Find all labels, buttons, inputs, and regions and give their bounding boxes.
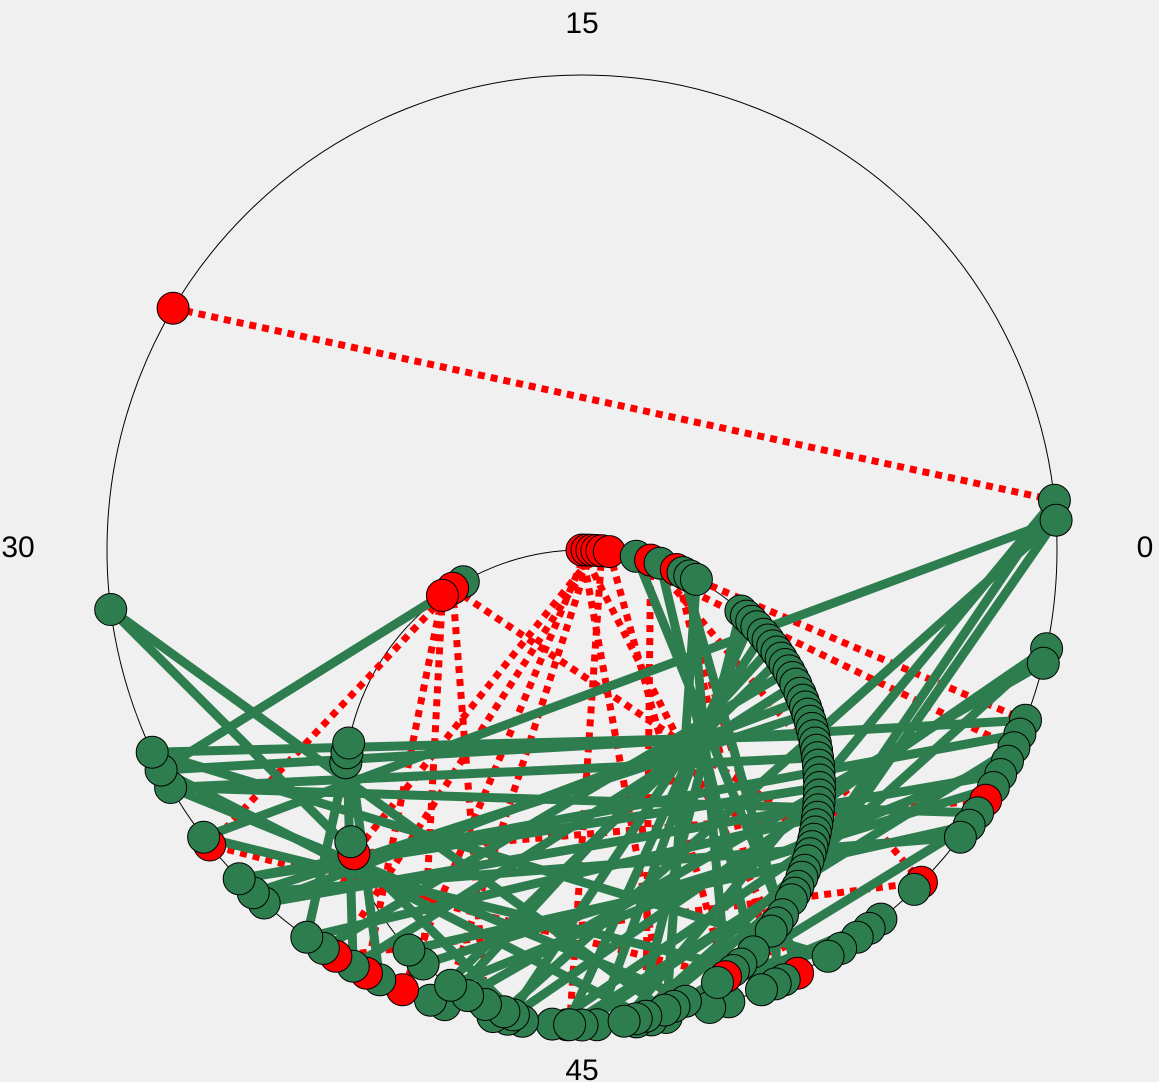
edge-good-i83-o53 <box>158 577 466 774</box>
tick-label-15: 15 <box>565 7 598 40</box>
edge-good-o55-o35 <box>107 606 526 1025</box>
node-o4 <box>1026 646 1060 680</box>
node-o49 <box>222 862 256 896</box>
nodes-layer <box>94 291 1073 1042</box>
edge-good-o55-i66 <box>108 605 668 1014</box>
edge-bad-i84-o50 <box>207 585 456 848</box>
node-o14 <box>943 820 977 854</box>
node-i13 <box>679 562 713 596</box>
edge-bad-i4-o44 <box>332 548 600 959</box>
node-i75 <box>434 968 468 1002</box>
node-i63 <box>701 966 734 999</box>
node-o54 <box>135 735 169 769</box>
node-o25 <box>745 973 778 1007</box>
edge-bad-i3-o38 <box>441 549 596 1006</box>
edge-good-o21-o54 <box>150 747 830 961</box>
edge-good-i24-o45 <box>320 667 792 953</box>
edge-bad-i6-i62 <box>605 550 729 978</box>
edge-good-i33-o54 <box>152 731 814 757</box>
node-o2 <box>1039 503 1073 537</box>
tick-label-45: 45 <box>565 1054 598 1082</box>
edge-bad-i6-o7 <box>607 548 1016 751</box>
edge-bad-i8-o5 <box>649 556 1027 724</box>
tick-label-0: 0 <box>1137 531 1154 564</box>
node-i79 <box>334 825 368 859</box>
edge-bad-i1-o28 <box>578 549 670 1019</box>
node-o46 <box>290 920 324 954</box>
node-o55 <box>94 593 128 626</box>
node-i70 <box>553 1008 587 1042</box>
edge-bad-o56-o1 <box>172 304 1056 504</box>
node-o21 <box>811 939 845 973</box>
node-i82 <box>332 726 366 760</box>
edge-bad-i8-i67 <box>642 560 655 1017</box>
edges-layer <box>107 304 1060 1029</box>
edge-good-i36-o52 <box>170 753 818 792</box>
node-i77 <box>392 933 426 967</box>
edge-good-o29-o53 <box>159 766 654 1024</box>
edge-good-o23-o51 <box>202 832 786 985</box>
tick-label-30: 30 <box>1 531 34 564</box>
node-o56 <box>156 291 190 325</box>
node-i85 <box>425 578 459 612</box>
node-o16 <box>897 872 931 906</box>
node-i69 <box>607 1004 641 1038</box>
angular-tick-labels: 0 15 30 45 <box>1 7 1153 1082</box>
edge-good-i71-o3 <box>510 645 1050 1019</box>
node-o51 <box>187 820 221 854</box>
